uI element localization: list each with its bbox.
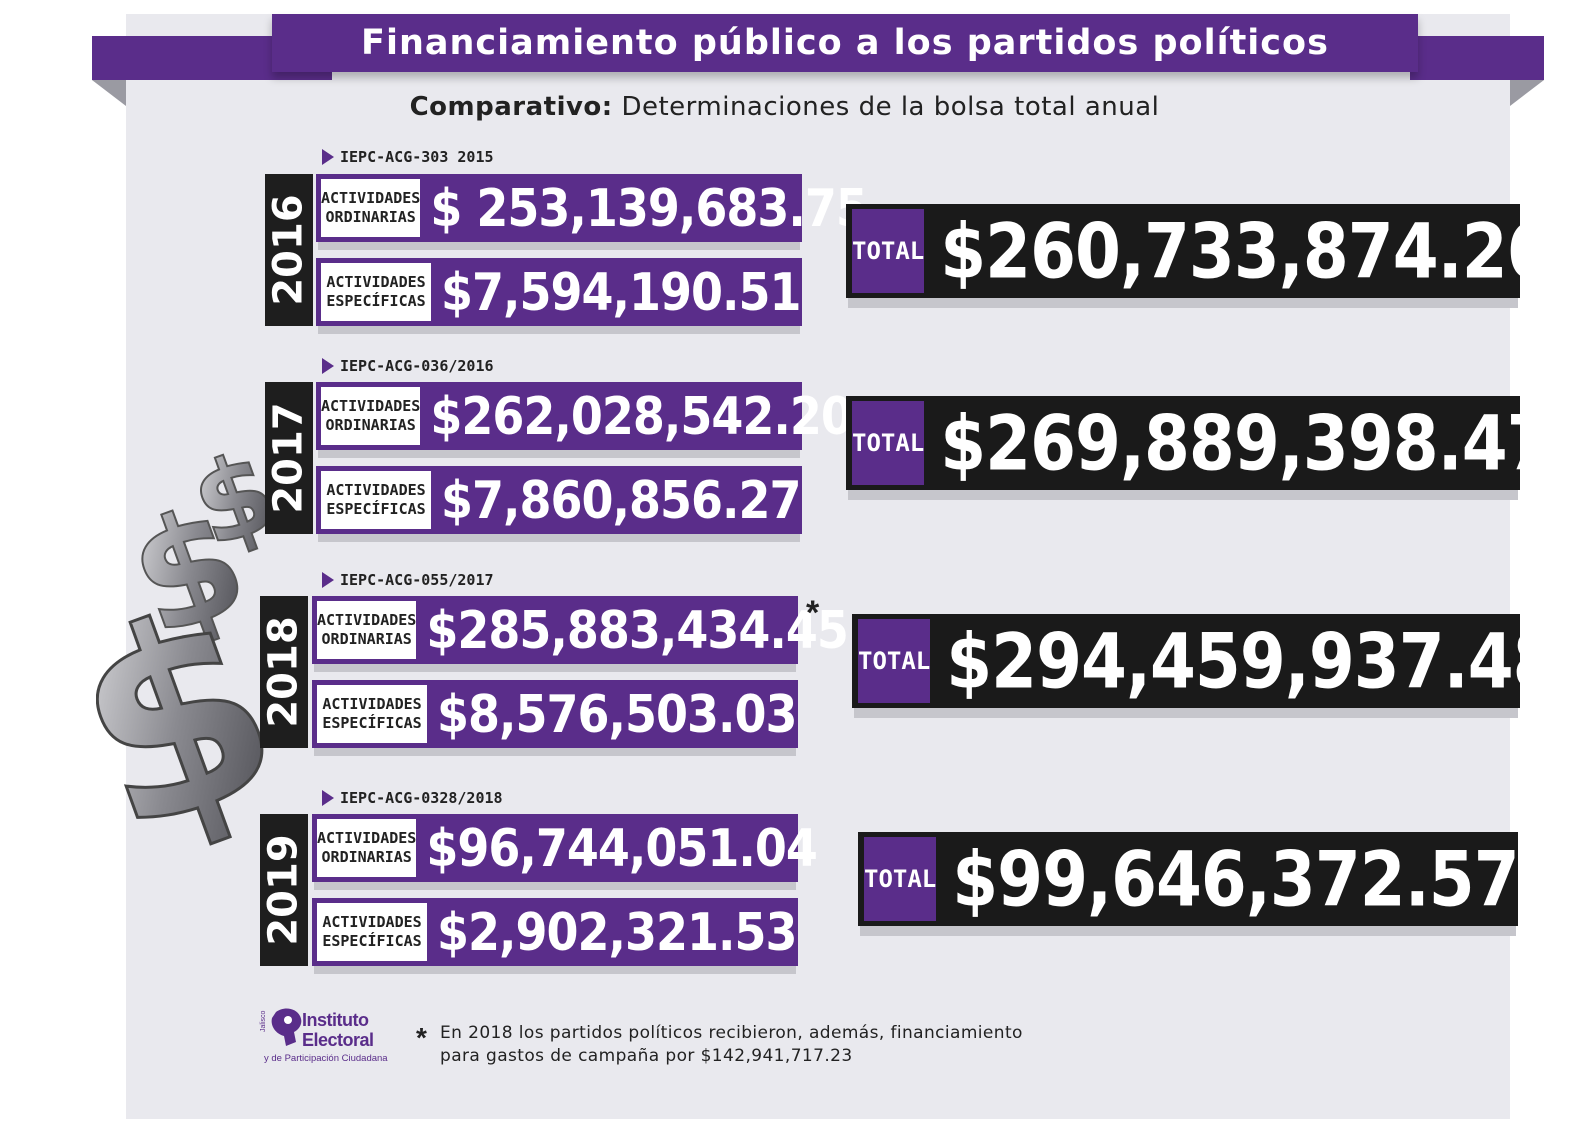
triangle-icon — [322, 358, 334, 374]
ordinarias-amount: $ 253,139,683.75 — [430, 177, 868, 239]
triangle-icon — [322, 790, 334, 806]
ribbon-right — [1410, 36, 1544, 80]
total-box-2017: TOTAL $269,889,398.47 — [846, 396, 1553, 490]
ordinarias-row-2019: ACTIVIDADES ORDINARIAS $96,744,051.04 — [312, 814, 818, 882]
institute-logo: Jalisco Instituto Electoral y de Partici… — [260, 1006, 392, 1068]
especificas-amount: $2,902,321.53 — [437, 901, 797, 963]
footnote-line-2: para gastos de campaña por $142,941,717.… — [440, 1046, 853, 1066]
especificas-label: ACTIVIDADES ESPECÍFICAS — [321, 471, 431, 529]
ordinarias-row-2017: ACTIVIDADES ORDINARIAS $262,028,542.20 — [316, 382, 853, 450]
especificas-label: ACTIVIDADES ESPECÍFICAS — [321, 263, 431, 321]
ribbon-fold-left — [92, 80, 126, 106]
page-title: Financiamiento público a los partidos po… — [361, 23, 1329, 63]
ordinarias-row-2016: ACTIVIDADES ORDINARIAS $ 253,139,683.75 — [316, 174, 868, 242]
year-label-2018: 2018 — [260, 596, 308, 748]
total-label: TOTAL — [864, 837, 937, 921]
note-asterisk: * — [416, 1022, 427, 1053]
total-box-2018: TOTAL $294,459,937.48 — [852, 614, 1559, 708]
subtitle-bold: Comparativo: — [409, 92, 613, 122]
especificas-row-2019: ACTIVIDADES ESPECÍFICAS $2,902,321.53 — [312, 898, 798, 966]
ribbon-fold-right — [1510, 80, 1544, 106]
total-box-2019: TOTAL $99,646,372.57 — [858, 832, 1520, 926]
subtitle: Comparativo: Determinaciones de la bolsa… — [0, 92, 1569, 122]
title-banner: Financiamiento público a los partidos po… — [272, 14, 1418, 72]
total-amount: $99,646,372.57 — [952, 834, 1519, 924]
ordinarias-label: ACTIVIDADES ORDINARIAS — [317, 601, 417, 659]
especificas-label: ACTIVIDADES ESPECÍFICAS — [317, 903, 427, 961]
logo-mark-icon — [271, 1008, 302, 1046]
year-label-2019: 2019 — [260, 814, 308, 966]
ordinarias-label: ACTIVIDADES ORDINARIAS — [317, 819, 417, 877]
especificas-row-2016: ACTIVIDADES ESPECÍFICAS $7,594,190.51 — [316, 258, 802, 326]
especificas-label: ACTIVIDADES ESPECÍFICAS — [317, 685, 427, 743]
subtitle-rest: Determinaciones de la bolsa total anual — [621, 92, 1160, 122]
footnote: En 2018 los partidos políticos recibiero… — [440, 1022, 1023, 1068]
reference-2018: IEPC-ACG-055/2017 — [322, 571, 494, 589]
total-box-2016: TOTAL $260,733,874.26 — [846, 204, 1553, 298]
logo-line-1: Instituto — [302, 1010, 369, 1030]
ordinarias-amount: $285,883,434.45 — [426, 599, 849, 661]
especificas-row-2017: ACTIVIDADES ESPECÍFICAS $7,860,856.27 — [316, 466, 802, 534]
logo-line-2: Electoral — [302, 1030, 374, 1050]
logo-line-3: y de Participación Ciudadana — [264, 1053, 388, 1064]
total-label: TOTAL — [858, 619, 931, 703]
especificas-amount: $7,860,856.27 — [441, 469, 801, 531]
logo-side-text: Jalisco — [260, 1010, 267, 1032]
ordinarias-amount: $262,028,542.20 — [430, 385, 853, 447]
triangle-icon — [322, 572, 334, 588]
reference-2016: IEPC-ACG-303 2015 — [322, 148, 494, 166]
reference-2019: IEPC-ACG-0328/2018 — [322, 789, 503, 807]
asterisk-mark: * — [806, 594, 820, 632]
especificas-amount: $7,594,190.51 — [441, 261, 801, 323]
ordinarias-row-2018: ACTIVIDADES ORDINARIAS $285,883,434.45 — [312, 596, 849, 664]
ordinarias-amount: $96,744,051.04 — [426, 817, 817, 879]
total-amount: $294,459,937.48 — [946, 616, 1558, 706]
ordinarias-label: ACTIVIDADES ORDINARIAS — [321, 387, 421, 445]
total-amount: $269,889,398.47 — [940, 398, 1552, 488]
year-label-2017: 2017 — [265, 382, 313, 534]
total-label: TOTAL — [852, 401, 925, 485]
year-label-2016: 2016 — [265, 174, 313, 326]
reference-2017: IEPC-ACG-036/2016 — [322, 357, 494, 375]
triangle-icon — [322, 149, 334, 165]
ordinarias-label: ACTIVIDADES ORDINARIAS — [321, 179, 421, 237]
especificas-row-2018: ACTIVIDADES ESPECÍFICAS $8,576,503.03 — [312, 680, 798, 748]
footnote-line-1: En 2018 los partidos políticos recibiero… — [440, 1023, 1023, 1043]
especificas-amount: $8,576,503.03 — [437, 683, 797, 745]
total-label: TOTAL — [852, 209, 925, 293]
total-amount: $260,733,874.26 — [940, 206, 1552, 296]
